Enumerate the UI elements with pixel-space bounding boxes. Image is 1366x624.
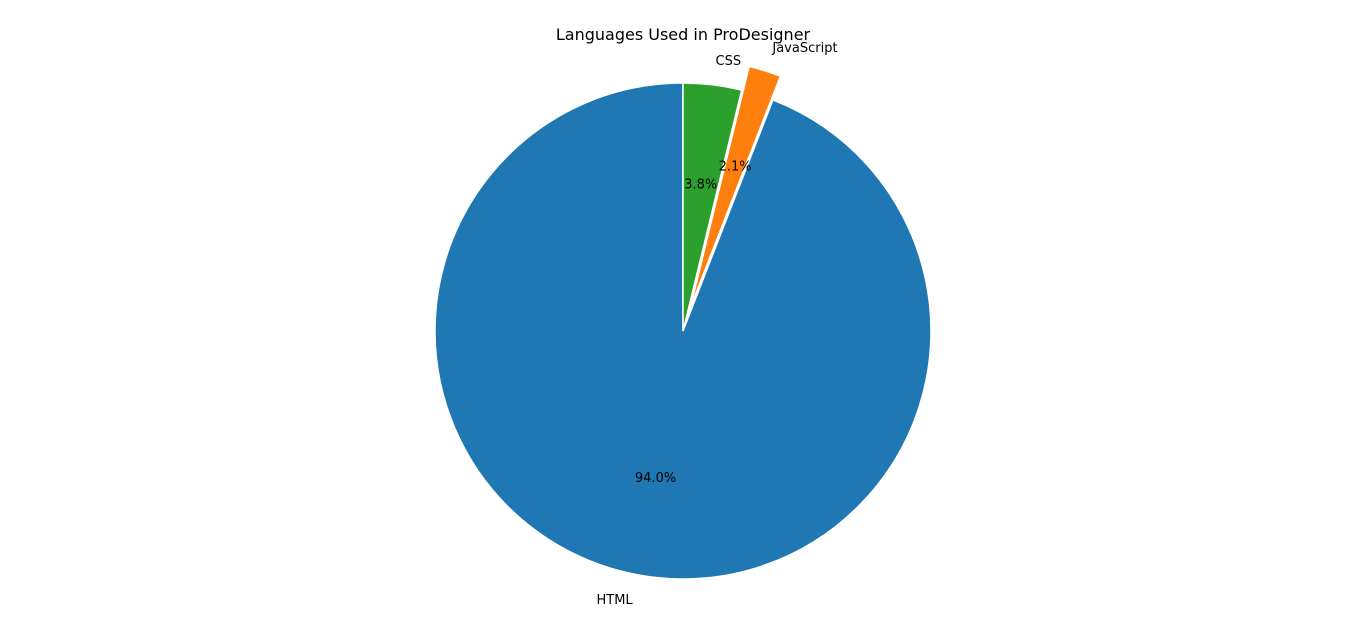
pie-slice-css	[682, 82, 743, 332]
slice-label-html: HTML	[596, 593, 633, 608]
pie-slice-javascript	[689, 65, 782, 308]
slice-percent-javascript: 2.1%	[719, 159, 752, 174]
pie-slices	[434, 65, 932, 580]
slice-label-css: CSS	[716, 54, 742, 69]
slice-percent-css: 3.8%	[684, 177, 717, 192]
chart-title: Languages Used in ProDesigner	[556, 25, 811, 44]
slice-label-javascript: JavaScript	[771, 41, 837, 56]
slice-percent-html: 94.0%	[635, 471, 676, 486]
pie-labels: HTML 94.0% JavaScript 2.1% CSS 3.8%	[596, 41, 837, 608]
